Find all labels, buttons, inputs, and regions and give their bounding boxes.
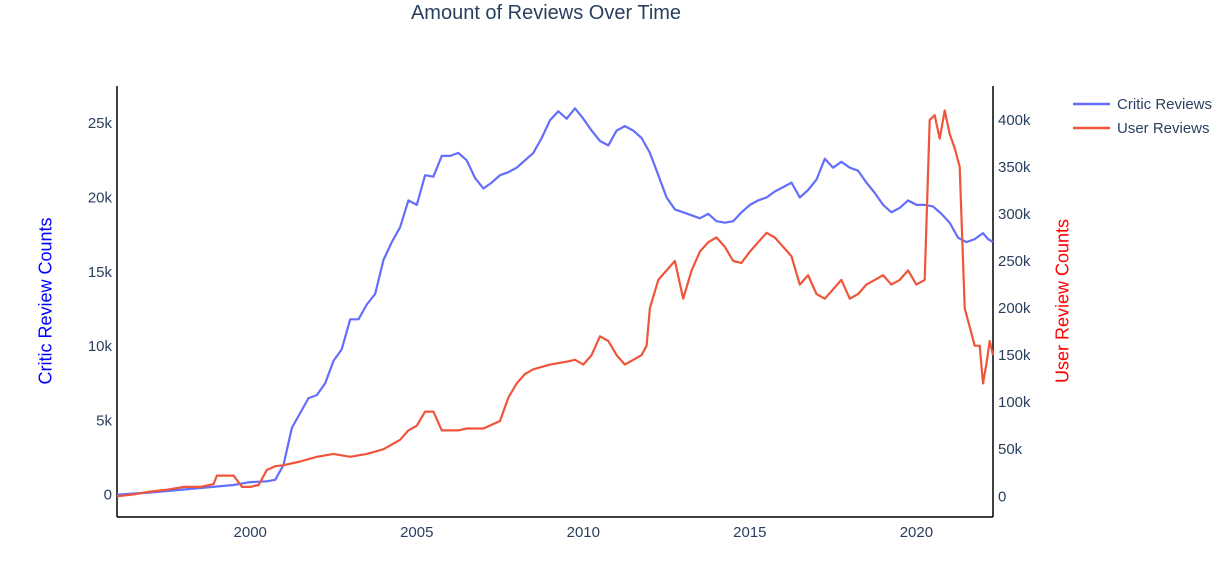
y-tick-label: 5k — [96, 412, 112, 429]
y2-tick-label: 0 — [998, 488, 1006, 505]
y-axis-right-label: User Review Counts — [1052, 218, 1073, 384]
x-tick-label: 2005 — [400, 524, 433, 541]
y2-tick-label: 200k — [998, 300, 1031, 317]
x-tick-label: 2020 — [900, 524, 933, 541]
legend-label: Critic Reviews — [1117, 96, 1212, 113]
y-tick-label: 10k — [88, 338, 113, 355]
y2-tick-label: 400k — [998, 112, 1031, 129]
y2-tick-label: 150k — [998, 347, 1031, 364]
series-line-critic-reviews — [116, 107, 994, 496]
y-axis-left-label: Critic Review Counts — [35, 217, 56, 385]
y-tick-label: 15k — [88, 264, 113, 281]
chart-title: Amount of Reviews Over Time — [410, 2, 682, 24]
y2-tick-label: 300k — [998, 206, 1031, 223]
y-tick-label: 0 — [104, 487, 112, 504]
y2-tick-label: 350k — [998, 159, 1031, 176]
y-tick-label: 25k — [88, 115, 113, 132]
x-tick-label: 2010 — [567, 524, 600, 541]
x-tick-label: 2015 — [733, 524, 766, 541]
y2-tick-label: 250k — [998, 253, 1031, 270]
series-line-user-reviews — [116, 109, 995, 498]
y2-tick-label: 100k — [998, 394, 1031, 411]
x-tick-label: 2000 — [234, 524, 267, 541]
y-tick-label: 20k — [88, 189, 113, 206]
legend-label: User Reviews — [1117, 120, 1210, 137]
legend: Critic Reviews User Reviews — [1073, 96, 1212, 137]
y2-tick-label: 50k — [998, 441, 1023, 458]
